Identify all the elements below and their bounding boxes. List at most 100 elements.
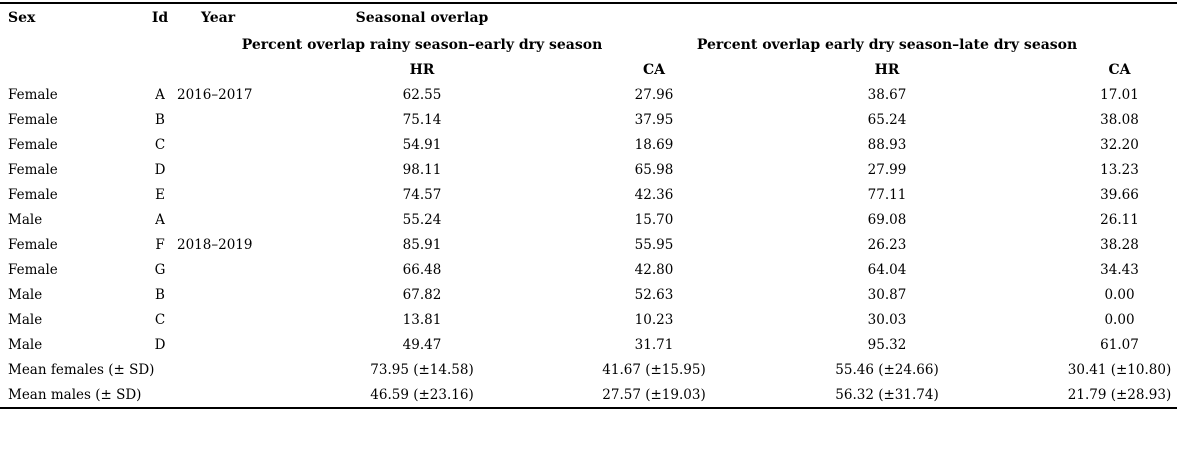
table-top-rule — [0, 2, 1177, 4]
hr-early-late-cell: 65.24 — [867, 111, 907, 128]
table-row: Female C 54.91 18.69 88.93 32.20 — [0, 132, 1177, 157]
ca-rainy-early-cell: 31.71 — [634, 336, 674, 353]
hr-early-late-mean-cell: 56.32 (±31.74) — [835, 386, 939, 403]
hr-early-late-cell: 26.23 — [867, 236, 907, 253]
ca-rainy-early-cell: 18.69 — [634, 136, 674, 153]
ca-rainy-early-cell: 65.98 — [634, 161, 674, 178]
header-row-1: Sex Id Year Seasonal overlap — [0, 4, 1177, 32]
header-row-3: HR CA HR CA — [0, 58, 1177, 82]
col-header-sex: Sex — [8, 10, 36, 26]
ca-early-late-cell: 38.28 — [1100, 236, 1139, 253]
year-cell — [175, 332, 306, 357]
hr-early-late-cell: 69.08 — [867, 211, 907, 228]
ca-rainy-early-cell: 42.80 — [634, 261, 674, 278]
ca-early-late-cell: 0.00 — [1104, 311, 1135, 328]
ca-early-late-cell: 34.43 — [1100, 261, 1139, 278]
table-row: Female B 75.14 37.95 65.24 38.08 — [0, 107, 1177, 132]
table-row: Male C 13.81 10.23 30.03 0.00 — [0, 307, 1177, 332]
hr-early-late-cell: 95.32 — [867, 336, 907, 353]
sex-cell: Female — [8, 86, 58, 103]
sex-cell: Female — [8, 186, 58, 203]
ca-rainy-early-cell: 27.96 — [634, 86, 674, 103]
sex-cell: Female — [8, 136, 58, 153]
seasonal-overlap-label: Seasonal overlap — [355, 10, 489, 26]
id-cell: D — [154, 161, 166, 178]
ca-early-late-cell: 38.08 — [1100, 111, 1139, 128]
id-cell: B — [155, 111, 165, 128]
group2-label: Percent overlap early dry season–late dr… — [696, 37, 1078, 53]
year-cell — [175, 282, 306, 307]
year-cell — [175, 107, 306, 132]
sex-cell: Male — [8, 336, 43, 353]
hr-early-late-cell: 30.03 — [867, 311, 907, 328]
table-row: Female A 2016–2017 62.55 27.96 38.67 17.… — [0, 82, 1177, 107]
ca-rainy-early-cell: 15.70 — [634, 211, 674, 228]
hr-rainy-early-cell: 85.91 — [402, 236, 442, 253]
sex-cell: Male — [8, 286, 43, 303]
hr-early-late-cell: 64.04 — [867, 261, 907, 278]
ca-rainy-early-cell: 55.95 — [634, 236, 674, 253]
ca-early-late-cell: 0.00 — [1104, 286, 1135, 303]
hr-rainy-early-mean-cell: 46.59 (±23.16) — [370, 386, 474, 403]
table-row: Male B 67.82 52.63 30.87 0.00 — [0, 282, 1177, 307]
year-cell: 2018–2019 — [177, 236, 253, 253]
year-cell — [175, 182, 306, 207]
table-row: Female E 74.57 42.36 77.11 39.66 — [0, 182, 1177, 207]
id-cell: A — [155, 211, 165, 228]
hr-rainy-early-cell: 49.47 — [402, 336, 442, 353]
ca-rainy-early-mean-cell: 41.67 (±15.95) — [602, 361, 706, 378]
hr-rainy-early-cell: 98.11 — [402, 161, 442, 178]
ca-early-late-cell: 61.07 — [1100, 336, 1139, 353]
hr-early-late-mean-cell: 55.46 (±24.66) — [835, 361, 939, 378]
hr-rainy-early-cell: 13.81 — [402, 311, 442, 328]
subheader-ca1: CA — [642, 62, 665, 78]
group-header-rainy-early-dry: Percent overlap rainy season–early dry s… — [242, 32, 603, 58]
id-cell: D — [154, 336, 166, 353]
hr-early-late-cell: 30.87 — [867, 286, 907, 303]
hr-early-late-cell: 88.93 — [867, 136, 907, 153]
subheader-hr1: HR — [409, 62, 435, 78]
year-cell — [175, 157, 306, 182]
col-header-id: Id — [151, 10, 169, 26]
year-cell — [175, 307, 306, 332]
id-cell: A — [155, 86, 165, 103]
sex-cell: Female — [8, 261, 58, 278]
ca-early-late-mean-cell: 21.79 (±28.93) — [1067, 386, 1172, 403]
table-row: Female F 2018–2019 85.91 55.95 26.23 38.… — [0, 232, 1177, 257]
id-cell: F — [155, 236, 165, 253]
hr-rainy-early-cell: 66.48 — [402, 261, 442, 278]
summary-row: Mean males (± SD) 46.59 (±23.16) 27.57 (… — [0, 382, 1177, 407]
ca-early-late-cell: 13.23 — [1100, 161, 1139, 178]
subheader-hr2: HR — [874, 62, 900, 78]
col-header-year: Year — [201, 10, 236, 26]
hr-rainy-early-cell: 54.91 — [402, 136, 442, 153]
ca-rainy-early-cell: 10.23 — [634, 311, 674, 328]
group1-label: Percent overlap rainy season–early dry s… — [241, 37, 603, 53]
hr-rainy-early-cell: 75.14 — [402, 111, 442, 128]
ca-early-late-cell: 26.11 — [1100, 211, 1139, 228]
ca-early-late-cell: 17.01 — [1100, 86, 1139, 103]
hr-rainy-early-cell: 62.55 — [402, 86, 442, 103]
hr-early-late-cell: 27.99 — [867, 161, 907, 178]
col-header-seasonal-overlap: Seasonal overlap — [306, 4, 538, 32]
ca-early-late-cell: 39.66 — [1100, 186, 1139, 203]
ca-early-late-mean-cell: 30.41 (±10.80) — [1067, 361, 1172, 378]
hr-rainy-early-cell: 67.82 — [402, 286, 442, 303]
hr-rainy-early-cell: 55.24 — [402, 211, 442, 228]
id-cell: C — [154, 311, 166, 328]
ca-early-late-cell: 32.20 — [1100, 136, 1139, 153]
summary-label-cell: Mean females (± SD) — [8, 361, 155, 378]
summary-row: Mean females (± SD) 73.95 (±14.58) 41.67… — [0, 357, 1177, 382]
table-row: Female D 98.11 65.98 27.99 13.23 — [0, 157, 1177, 182]
sex-cell: Male — [8, 211, 43, 228]
table-row: Female G 66.48 42.80 64.04 34.43 — [0, 257, 1177, 282]
subheader-ca2: CA — [1108, 62, 1131, 78]
table-bottom-rule — [0, 407, 1177, 409]
ca-rainy-early-mean-cell: 27.57 (±19.03) — [602, 386, 706, 403]
group-header-early-late-dry: Percent overlap early dry season–late dr… — [697, 32, 1077, 58]
hr-rainy-early-mean-cell: 73.95 (±14.58) — [370, 361, 474, 378]
year-cell — [175, 207, 306, 232]
id-cell: E — [155, 186, 165, 203]
hr-early-late-cell: 77.11 — [867, 186, 907, 203]
